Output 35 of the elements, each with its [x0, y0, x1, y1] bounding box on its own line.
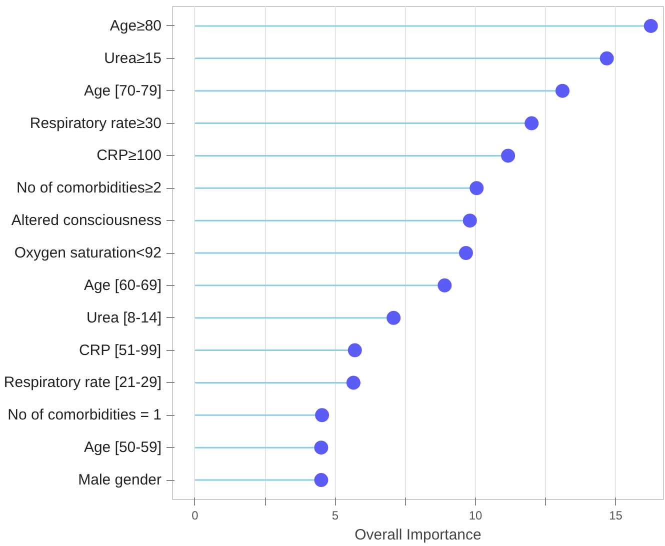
y-tick-label: Respiratory rate≥30 — [30, 114, 162, 132]
point — [386, 310, 401, 325]
y-tick-label: No of comorbidities = 1 — [8, 406, 162, 424]
y-tick-label: Urea [8-14] — [86, 309, 162, 326]
point — [470, 181, 484, 196]
x-axis-title: Overall Importance — [354, 526, 482, 544]
x-tick-label: 0 — [192, 508, 199, 522]
y-tick-label: Male gender — [78, 472, 162, 489]
point — [501, 148, 516, 163]
y-tick-label: No of comorbidities≥2 — [16, 180, 162, 197]
point — [438, 278, 452, 292]
point — [314, 440, 328, 455]
point — [644, 18, 658, 33]
point — [346, 376, 360, 390]
y-tick-label: Oxygen saturation<92 — [14, 244, 162, 262]
x-tick-label: 15 — [609, 508, 623, 522]
y-tick-label: Age [70-79] — [84, 82, 162, 100]
y-tick-label: Age [50-59] — [84, 439, 162, 456]
y-tick-label: Urea≥15 — [104, 50, 162, 67]
y-tick-label: CRP≥100 — [96, 147, 162, 164]
point — [348, 343, 362, 358]
y-tick-label: Respiratory rate [21-29] — [4, 374, 162, 392]
point — [458, 246, 473, 260]
y-tick-label: Age≥80 — [110, 17, 162, 34]
point — [555, 84, 570, 98]
point — [314, 473, 328, 488]
y-tick-label: CRP [51-99] — [78, 342, 162, 359]
point — [600, 51, 614, 66]
x-tick-label: 5 — [332, 508, 339, 522]
point — [462, 214, 477, 228]
point — [315, 408, 330, 422]
y-tick-label: Age [60-69] — [84, 276, 162, 294]
x-tick-label: 10 — [468, 508, 483, 522]
point — [524, 116, 539, 130]
y-tick-label: Altered consciousness — [11, 212, 162, 230]
